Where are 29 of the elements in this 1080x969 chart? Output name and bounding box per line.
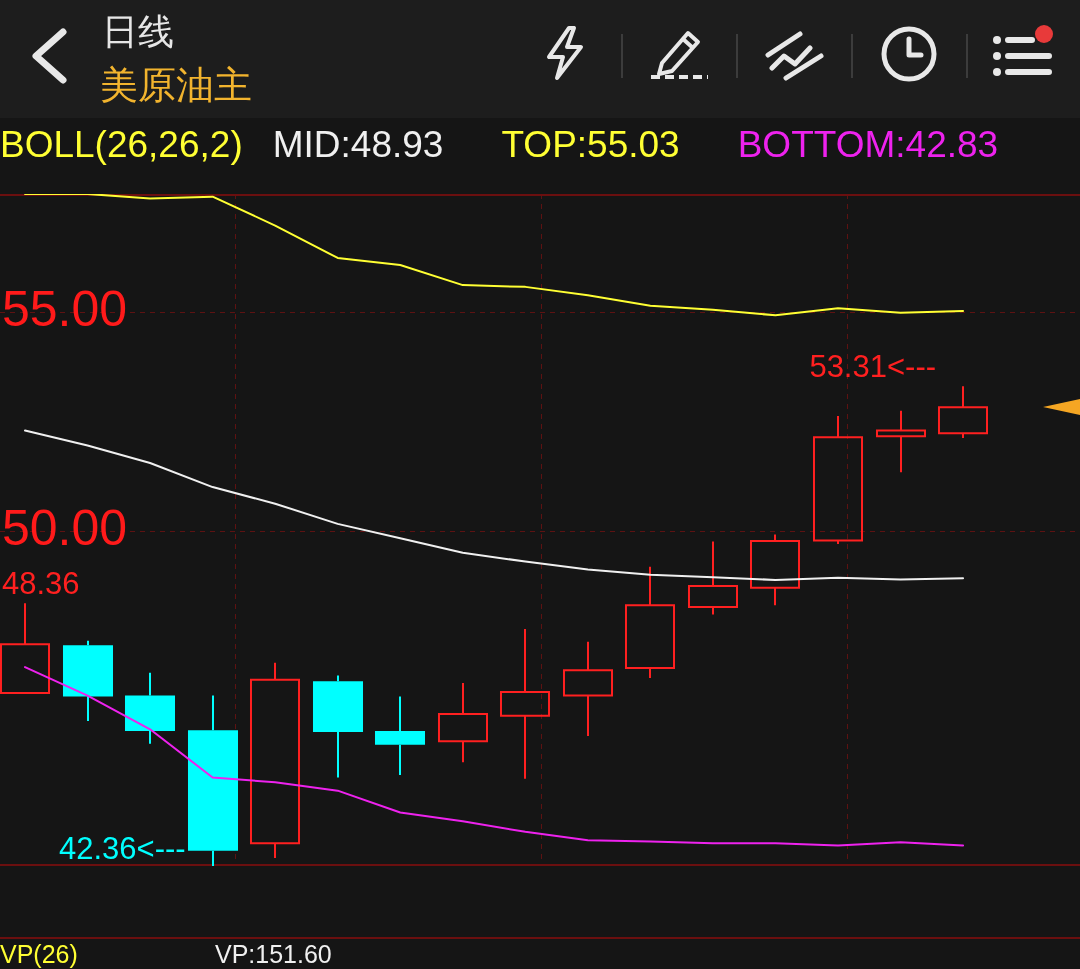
text: TOP:55.03 — [501, 124, 680, 165]
candlestick — [187, 694, 239, 867]
legend-title: BOLL(26,26,2) — [0, 124, 243, 165]
candlestick — [749, 533, 801, 607]
y-tick-label: 50.00 — [2, 500, 128, 557]
text: VP:151.60 — [215, 940, 332, 968]
annotation: 48.36 — [2, 566, 80, 602]
candlestick — [499, 628, 551, 780]
annotation: 42.36<--- — [58, 831, 186, 867]
candlestick — [875, 409, 927, 474]
chart-subtitle: 美原油主 — [100, 63, 252, 108]
candlestick — [62, 639, 114, 722]
chart-title: 日线 — [102, 10, 174, 54]
candlestick — [937, 385, 989, 440]
text: BOTTOM:42.83 — [737, 124, 999, 165]
candlestick — [562, 640, 614, 737]
candlestick — [437, 681, 489, 764]
candlestick — [624, 565, 676, 680]
text: MID:48.93 — [272, 124, 444, 165]
candlestick — [249, 661, 301, 860]
candlestick — [0, 602, 51, 694]
y-tick-label: 55.00 — [2, 281, 128, 338]
candlestick — [812, 415, 864, 546]
candlestick — [374, 695, 426, 776]
text: VP(26) — [0, 940, 78, 968]
candlestick — [687, 540, 739, 616]
candlestick — [124, 671, 176, 745]
candlestick — [312, 674, 364, 779]
annotation: 53.31<--- — [809, 349, 937, 385]
